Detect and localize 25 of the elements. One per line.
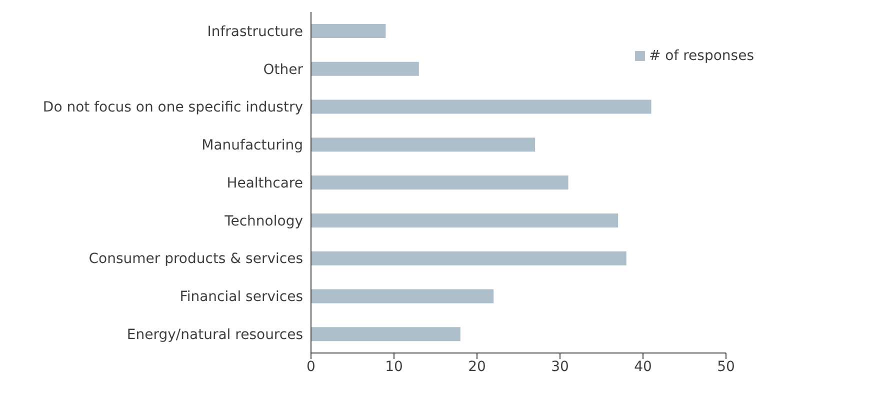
bar — [311, 251, 626, 266]
bar — [311, 327, 460, 342]
y-tick-label: Energy/natural resources — [126, 327, 303, 344]
y-tick-label: Healthcare — [226, 175, 303, 192]
y-tick-label: Infrastructure — [207, 24, 303, 40]
bar — [311, 62, 419, 76]
bar — [311, 176, 568, 190]
x-tick-label: 0 — [306, 358, 316, 375]
bar — [311, 213, 618, 228]
y-tick-label: Consumer products & services — [88, 251, 303, 268]
y-tick-label: Do not focus on one specific industry — [42, 100, 303, 116]
y-tick-label: Financial services — [180, 289, 303, 306]
y-tick-label: Other — [263, 62, 304, 78]
x-tick-label: 40 — [634, 358, 652, 375]
bar — [311, 100, 652, 114]
y-tick-label: Manufacturing — [202, 138, 303, 154]
x-tick-label: 30 — [551, 358, 569, 375]
x-tick-label: 20 — [468, 358, 486, 375]
x-tick-label: 10 — [385, 358, 403, 375]
bar — [311, 289, 494, 304]
x-tick-label: 50 — [717, 358, 735, 375]
bar — [311, 24, 386, 38]
legend-label: # of responses — [648, 48, 754, 64]
bar — [311, 138, 536, 152]
y-tick-label: Technology — [224, 213, 303, 230]
